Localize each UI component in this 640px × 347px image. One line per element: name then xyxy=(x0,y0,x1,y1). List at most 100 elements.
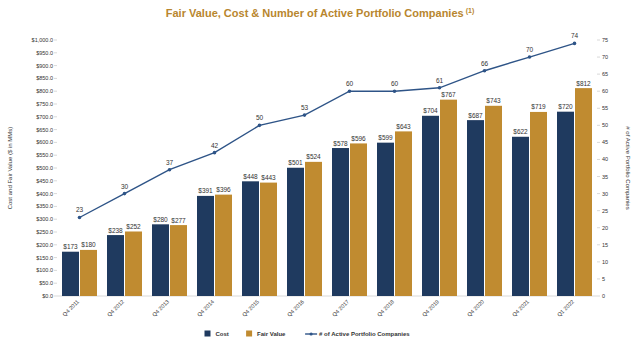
y-tick-label: $550.0 xyxy=(36,152,53,158)
y2-tick-label: 60 xyxy=(602,88,608,94)
x-axis: Q4 2011Q4 2012Q4 2013Q4 2014Q4 2015Q4 20… xyxy=(61,298,575,317)
bar xyxy=(575,88,592,296)
bar-label: $277 xyxy=(171,217,186,224)
y-tick xyxy=(54,180,57,181)
line-marker xyxy=(303,113,307,117)
legend-item: Fair Value xyxy=(246,331,286,338)
line-label: 70 xyxy=(526,46,534,53)
line-marker xyxy=(483,69,487,73)
line-label: 30 xyxy=(121,183,129,190)
legend-label: # of Active Portfolio Companies xyxy=(319,331,410,337)
x-tick-label: Q4 2018 xyxy=(376,298,395,317)
y2-axis-label: # of Active Portfolio Companies xyxy=(625,126,631,209)
line-label: 53 xyxy=(301,104,309,111)
y2-tick-label: 65 xyxy=(602,71,608,77)
line-marker xyxy=(573,42,577,46)
bar-label: $719 xyxy=(531,103,546,110)
bar-label: $599 xyxy=(378,134,393,141)
y2-tick xyxy=(597,57,600,58)
legend: Cost Fair Value # of Active Portfolio Comp… xyxy=(205,331,411,338)
bar xyxy=(440,100,457,296)
y2-tick xyxy=(597,74,600,75)
bar xyxy=(107,235,124,296)
chart: Fair Value, Cost & Number of Active Port… xyxy=(0,0,640,347)
y-tick-label: $500.0 xyxy=(36,165,53,171)
y2-tick xyxy=(597,159,600,160)
bar-label: $720 xyxy=(558,103,573,110)
bar-label: $743 xyxy=(486,97,501,104)
y-tick xyxy=(54,116,57,117)
bar xyxy=(377,143,394,296)
y-tick xyxy=(54,257,57,258)
y-tick-label: $300.0 xyxy=(36,216,53,222)
bar xyxy=(332,148,349,296)
y2-tick-label: 70 xyxy=(602,54,608,60)
bar-label: $687 xyxy=(468,112,483,119)
line xyxy=(80,43,575,217)
y2-tick xyxy=(597,176,600,177)
y2-tick-label: 45 xyxy=(602,139,608,145)
y2-tick-label: 0 xyxy=(602,293,605,299)
y-tick-label: $950.0 xyxy=(36,50,53,56)
y2-axis: 051015202530354045505560657075# of Activ… xyxy=(597,37,631,299)
line-marker xyxy=(438,86,442,90)
bar xyxy=(395,131,412,296)
y-tick-label: $100.0 xyxy=(36,267,53,273)
x-tick-label: Q4 2016 xyxy=(286,298,305,317)
x-tick-label: Q4 2014 xyxy=(196,298,215,317)
y-tick-label: $0.0 xyxy=(42,293,53,299)
x-tick-label: Q4 2013 xyxy=(151,298,170,317)
y2-tick xyxy=(597,193,600,194)
marks xyxy=(62,42,592,296)
legend-swatch xyxy=(305,333,317,334)
line-label: 42 xyxy=(211,142,219,149)
y2-tick xyxy=(597,91,600,92)
x-tick-label: Q4 2021 xyxy=(511,298,530,317)
bar xyxy=(305,162,322,296)
title-text: Fair Value, Cost & Number of Active Port… xyxy=(166,7,464,19)
bar xyxy=(512,137,529,296)
y-tick xyxy=(54,129,57,130)
y-axis-label: Cost and Fair Value ($ in MMs) xyxy=(7,127,13,210)
bar-label: $280 xyxy=(153,216,168,223)
y2-tick-label: 35 xyxy=(602,174,608,180)
bar-label: $238 xyxy=(108,227,123,234)
y2-tick xyxy=(597,261,600,262)
y-tick xyxy=(54,193,57,194)
bar-label: $524 xyxy=(306,153,321,160)
y-tick-label: $650.0 xyxy=(36,127,53,133)
line-marker xyxy=(123,192,127,196)
bar-label: $704 xyxy=(423,107,438,114)
bar-label: $180 xyxy=(81,241,96,248)
y2-tick-label: 5 xyxy=(602,276,605,282)
bar xyxy=(62,252,79,296)
y-tick-label: $400.0 xyxy=(36,191,53,197)
line-label: 37 xyxy=(166,159,174,166)
bar xyxy=(557,112,574,296)
bar-label: $443 xyxy=(261,174,276,181)
bar xyxy=(467,120,484,296)
bar xyxy=(422,116,439,296)
bar-label: $396 xyxy=(216,186,231,193)
y-tick xyxy=(54,296,57,297)
y-tick xyxy=(54,91,57,92)
line-marker xyxy=(213,151,217,155)
line-marker xyxy=(528,55,532,59)
y-tick xyxy=(54,155,57,156)
x-tick-label: Q4 2020 xyxy=(466,298,485,317)
line-label: 60 xyxy=(391,80,399,87)
bar xyxy=(287,168,304,296)
y2-tick-label: 15 xyxy=(602,242,608,248)
bar xyxy=(215,195,232,296)
y-tick xyxy=(54,168,57,169)
legend-item: Cost xyxy=(205,331,229,338)
y2-tick-label: 10 xyxy=(602,259,608,265)
y-tick-label: $600.0 xyxy=(36,139,53,145)
bar-label: $173 xyxy=(63,243,78,250)
bar xyxy=(197,196,214,296)
y2-tick xyxy=(597,142,600,143)
bar xyxy=(530,112,547,296)
y-tick xyxy=(54,78,57,79)
bar xyxy=(260,183,277,296)
bar xyxy=(152,224,169,296)
